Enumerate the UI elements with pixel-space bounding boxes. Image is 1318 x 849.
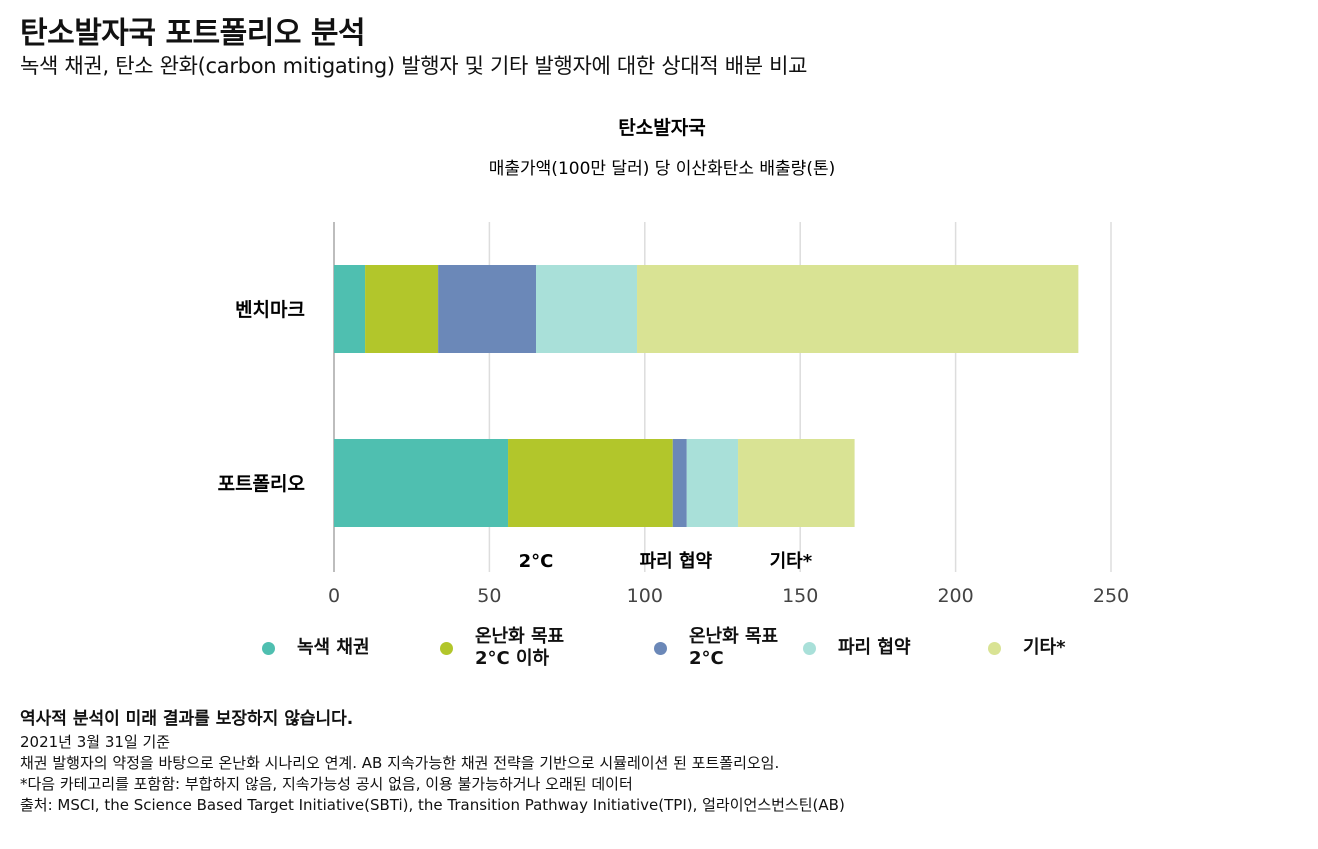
footnote-source: 출처: MSCI, the Science Based Target Initi… xyxy=(20,796,845,814)
annotation-label: 2°C xyxy=(519,551,554,572)
legend-item: 온난화 목표 2°C 이하 xyxy=(440,626,564,670)
legend-swatch xyxy=(262,641,275,655)
bar-segment xyxy=(438,265,537,353)
x-tick-label: 50 xyxy=(477,585,501,607)
legend-label: 기타* xyxy=(1023,637,1066,658)
disclaimer: 역사적 분석이 미래 결과를 보장하지 않습니다. xyxy=(20,709,354,729)
footnote-method: 채권 발행자의 약정을 바탕으로 온난화 시나리오 연계. AB 지속가능한 채… xyxy=(20,754,780,772)
legend-swatch xyxy=(988,641,1001,655)
bar-segment xyxy=(686,439,739,527)
stacked-bar-chart: 탄소발자국 매출가액(100만 달러) 당 이산화탄소 배출량(톤) 0 50 10… xyxy=(218,117,1130,607)
bar-segment xyxy=(334,439,509,527)
annotation-label: 기타* xyxy=(770,551,813,572)
x-tick-label: 200 xyxy=(937,585,973,607)
bars xyxy=(334,265,1079,527)
bar-segment xyxy=(672,439,687,527)
legend-swatch xyxy=(440,641,453,655)
legend-swatch xyxy=(654,641,667,655)
bar-segment xyxy=(508,439,673,527)
legend-swatch xyxy=(803,641,816,655)
legend-label: 온난화 목표 2°C 이하 xyxy=(475,626,565,669)
legend-label: 녹색 채권 xyxy=(297,637,370,658)
chart-title: 탄소발자국 xyxy=(618,117,705,139)
legend-item: 온난화 목표 2°C xyxy=(654,626,778,670)
chart-subtitle: 매출가액(100만 달러) 당 이산화탄소 배출량(톤) xyxy=(489,159,835,179)
bar-segment xyxy=(637,265,1079,353)
legend-item: 녹색 채권 xyxy=(262,637,370,659)
legend-item: 기타* xyxy=(988,637,1066,659)
legend: 녹색 채권 온난화 목표 2°C 이하 온난화 목표 2°C 파리 협약 기타* xyxy=(0,624,1318,680)
legend-label: 온난화 목표 2°C xyxy=(689,626,779,669)
x-tick-label: 250 xyxy=(1093,585,1129,607)
legend-item: 파리 협약 xyxy=(803,637,911,659)
x-tick-label: 0 xyxy=(328,585,340,607)
footnote-date: 2021년 3월 31일 기준 xyxy=(20,733,171,751)
bar-segment xyxy=(738,439,855,527)
y-category-label: 포트폴리오 xyxy=(218,473,305,495)
annotation-label: 파리 협약 xyxy=(640,550,713,572)
y-category-label: 벤치마크 xyxy=(235,299,305,321)
bar-segment xyxy=(365,265,439,353)
x-tick-label: 100 xyxy=(627,585,663,607)
page-title: 탄소발자국 포트폴리오 분석 xyxy=(20,16,366,51)
legend-label: 파리 협약 xyxy=(838,637,911,658)
footer: 역사적 분석이 미래 결과를 보장하지 않습니다. 2021년 3월 31일 기… xyxy=(20,704,1300,816)
x-tick-label: 150 xyxy=(782,585,818,607)
footnote-other: *다음 카테고리를 포함함: 부합하지 않음, 지속가능성 공시 없음, 이용 … xyxy=(20,775,633,793)
page-subtitle: 녹색 채권, 탄소 완화(carbon mitigating) 발행자 및 기타… xyxy=(20,54,808,78)
bar-segment xyxy=(536,265,638,353)
bar-segment xyxy=(334,265,366,353)
